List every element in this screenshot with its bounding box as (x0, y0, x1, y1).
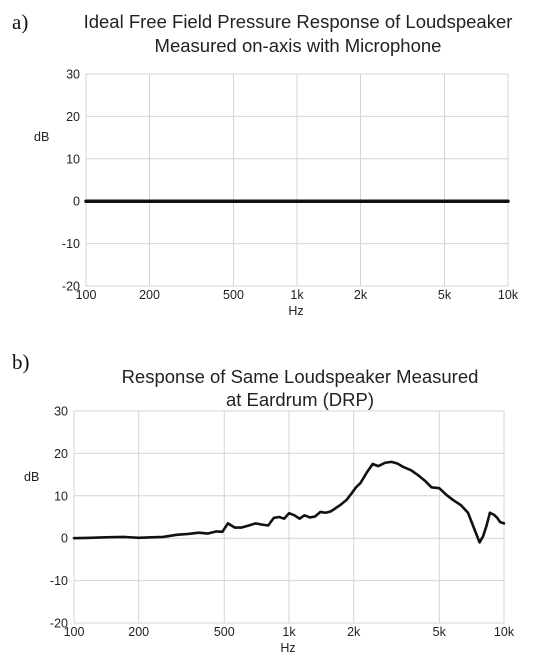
panel-a-y-tick-label: -10 (62, 237, 80, 251)
panel-a-x-tick-label: 500 (223, 288, 244, 302)
panel-b-plot: 100 200 500 1k 2k 5k 10k -20 -10 0 10 20 30 (50, 405, 515, 640)
panel-a-x-axis-label: Hz (288, 304, 303, 318)
panel-b-y-tick-label: -10 (50, 574, 68, 588)
panel-b-letter: b) (12, 350, 30, 374)
panel-b-title-line-1: Response of Same Loudspeaker Measured (122, 366, 479, 387)
panel-a-y-tick-label: 0 (73, 195, 80, 209)
panel-a-y-axis-label: dB (34, 130, 49, 144)
panel-a-y-tick-label: 20 (66, 110, 80, 124)
panel-a-x-tick-label: 1k (290, 288, 304, 302)
panel-b-y-tick-label: 0 (61, 532, 68, 546)
panel-b-y-tick-label: -20 (50, 617, 68, 631)
panel-b-x-tick-label: 200 (128, 625, 149, 639)
panel-b-response-line (72, 460, 506, 544)
panel-a-title-line-1: Ideal Free Field Pressure Response of Lo… (84, 11, 513, 32)
panel-b-y-tick-label: 10 (54, 489, 68, 503)
panel-a-x-tick-label: 2k (354, 288, 368, 302)
panel-a-y-tick-label: 30 (66, 68, 80, 82)
panel-b-x-tick-label: 10k (494, 625, 515, 639)
panel-b-x-tick-label: 100 (64, 625, 85, 639)
panel-a-y-tick-label: -20 (62, 280, 80, 294)
panel-a: a) Ideal Free Field Pressure Response of… (12, 10, 519, 318)
panel-b-y-tick-label: 20 (54, 447, 68, 461)
panel-a-x-tick-label: 100 (76, 288, 97, 302)
panel-b-x-tick-label: 500 (214, 625, 235, 639)
panel-a-x-tick-label: 10k (498, 288, 519, 302)
panel-b-x-tick-label: 5k (433, 625, 447, 639)
panel-a-y-tick-label: 10 (66, 152, 80, 166)
panel-b-x-tick-label: 2k (347, 625, 361, 639)
panel-b: b) Response of Same Loudspeaker Measured… (12, 350, 515, 655)
panel-b-y-tick-label: 30 (54, 405, 68, 419)
panel-a-letter: a) (12, 10, 28, 34)
panel-b-x-tick-label: 1k (282, 625, 296, 639)
panel-a-x-tick-label: 5k (438, 288, 452, 302)
panel-b-x-axis-label: Hz (280, 641, 295, 655)
panel-b-y-axis-label: dB (24, 470, 39, 484)
panel-b-title-line-2: at Eardrum (DRP) (226, 389, 374, 410)
panel-a-title-line-2: Measured on-axis with Microphone (155, 35, 442, 56)
panel-a-x-tick-label: 200 (139, 288, 160, 302)
panel-a-plot: 100 200 500 1k 2k 5k 10k -20 -10 0 10 20 30 (62, 68, 519, 303)
